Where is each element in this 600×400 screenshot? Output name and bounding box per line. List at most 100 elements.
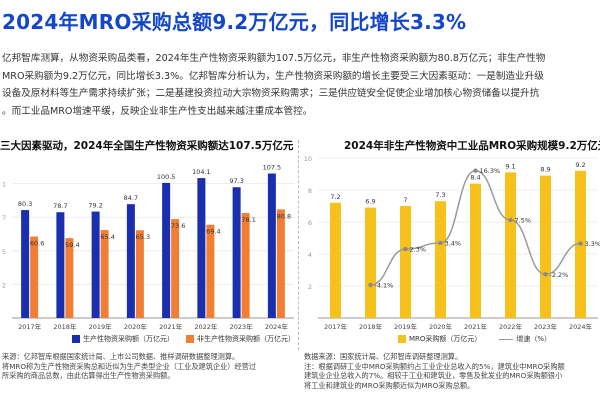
- x-tick-label: 2023年: [534, 322, 558, 331]
- growth-point: [543, 272, 548, 277]
- growth-label: 3.4%: [445, 239, 462, 247]
- data-label: 78.1: [241, 216, 255, 224]
- x-tick-label: 2019年: [89, 322, 113, 331]
- growth-point: [508, 217, 513, 223]
- bar-nonproduction: [65, 238, 74, 318]
- left-legend: 生产性物资采购额（万亿元） 非生产性物资采购额（万亿元）: [72, 334, 295, 344]
- x-tick-label: 2018年: [359, 322, 383, 331]
- bar-mro: [330, 202, 341, 318]
- data-label: 7.2: [330, 193, 340, 201]
- source-line: 将MRO称为生产性物资采购总和近似为生产类型企业（工业及建筑企业）经营过: [2, 361, 257, 371]
- data-label: 65.3: [136, 233, 150, 241]
- data-label: 9.1: [505, 162, 515, 170]
- bar-mro: [470, 183, 481, 318]
- bar-mro: [365, 207, 376, 318]
- data-label: 60.6: [30, 240, 44, 248]
- y-tick-label: 5: [2, 248, 6, 256]
- bar-mro: [540, 175, 551, 318]
- data-label: 7.3: [435, 191, 445, 199]
- paragraph-line: 亿邦智库测算，从物资采购品类看，2024年生产性物资采购额为107.5万亿元，非…: [2, 53, 546, 64]
- growth-label: 2.3%: [410, 246, 427, 254]
- x-tick-label: 2021年: [464, 322, 488, 331]
- growth-point: [473, 168, 478, 173]
- growth-label: -4.1%: [375, 281, 394, 289]
- bar-mro: [505, 172, 516, 318]
- right-legend: MRO采购额（万亿元） 增速（%）: [398, 334, 551, 344]
- data-label: 97.3: [229, 177, 243, 185]
- bar-production: [232, 187, 241, 318]
- bar-nonproduction: [100, 230, 109, 318]
- intro-paragraph: 亿邦智库测算，从物资采购品类看，2024年生产性物资采购额为107.5万亿元，非…: [2, 50, 600, 120]
- data-label: 100.5: [157, 173, 176, 181]
- growth-point: [438, 240, 443, 246]
- legend-label: 增速（%）: [516, 335, 552, 343]
- x-tick-label: 2022年: [194, 322, 218, 331]
- data-label: 79.2: [88, 202, 102, 210]
- data-label: 8.9: [540, 166, 550, 174]
- growth-point: [403, 246, 408, 252]
- y-tick-label: 10: [304, 155, 312, 163]
- bar-production: [126, 204, 135, 318]
- x-tick-label: 2019年: [394, 322, 418, 331]
- x-tick-label: 2020年: [429, 322, 453, 331]
- source-line: 注：根据调研工业中MRO采购额约占工业企业总收入的5%，建筑业中MRO采购额: [304, 361, 565, 371]
- left-chart-title: 三大因素驱动，2024年全国生产性物资采购额达107.5万亿元: [0, 140, 294, 152]
- bar-nonproduction: [171, 219, 180, 318]
- growth-label: 3.3%: [585, 240, 600, 248]
- growth-label: 16.3%: [480, 167, 501, 175]
- growth-label: 7.5%: [515, 217, 532, 225]
- bar-production: [91, 211, 100, 318]
- x-tick-label: 2018年: [53, 322, 77, 331]
- x-tick-label: 2020年: [124, 322, 148, 331]
- bar-production: [267, 173, 276, 318]
- growth-point: [368, 282, 373, 288]
- page-title: 2024年MRO采购总额9.2万亿元，同比增长3.3%: [2, 10, 467, 34]
- bar-mro: [435, 201, 446, 318]
- legend-swatch-yellow: [398, 335, 406, 343]
- data-label: 73.6: [171, 222, 185, 230]
- x-tick-label: 2024年: [265, 322, 289, 331]
- source-line: 数据来源：国家统计局、亿邦智库调研整理测算。: [304, 352, 463, 361]
- y-tick-label: 4: [308, 251, 312, 259]
- y-tick-label: 7: [2, 214, 6, 222]
- bar-nonproduction: [135, 230, 144, 318]
- legend-label: MRO采购额（万亿元）: [409, 335, 482, 343]
- x-tick-label: 2023年: [230, 322, 254, 331]
- y-tick-label: 6: [308, 219, 312, 227]
- y-tick-label: 2: [2, 281, 6, 289]
- bar-nonproduction: [30, 236, 39, 318]
- bar-production: [197, 178, 206, 318]
- data-label: 65.4: [100, 233, 114, 241]
- data-label: 69.4: [206, 228, 220, 236]
- data-label: 9.2: [575, 161, 585, 169]
- x-tick-label: 2021年: [159, 322, 183, 331]
- y-tick-label: 8: [308, 187, 312, 195]
- growth-point: [578, 241, 583, 246]
- data-label: 104.1: [192, 168, 211, 176]
- source-line: 来源：亿邦智库根据国家统计局、上市公司数据、推样调研数据整理测算。: [2, 352, 240, 361]
- source-line: 建筑业企业总收入的7%。相较于工业和建筑业，零售及批发业的MRO采购额很小: [304, 371, 563, 381]
- paragraph-line: MRO采购额为9.2万亿元，同比增长3.3%。亿邦智库分析认为，生产性物资采购额…: [2, 70, 544, 82]
- data-label: 84.7: [124, 194, 138, 202]
- bar-production: [21, 210, 30, 318]
- y-tick-label: 2: [308, 283, 312, 291]
- bar-nonproduction: [206, 224, 215, 318]
- paragraph-line: 。而工业品MRO增速平缓，反映企业非生产性支出越来越注重成本管控。: [2, 105, 313, 117]
- right-source-note: 数据来源：国家统计局、亿邦智库调研整理测算。 注：根据调研工业中MRO采购额约占…: [304, 352, 600, 390]
- legend-line-gray: [499, 338, 514, 340]
- bar-production: [162, 182, 171, 318]
- source-line: 所采购的商品总数，由此估算得出生产性物资采购额。: [2, 371, 175, 381]
- x-tick-label: 2024年: [569, 322, 593, 331]
- legend-swatch-blue: [72, 335, 80, 343]
- x-tick-label: 2017年: [324, 322, 348, 331]
- source-line: 将工业和建筑业的MRO采购额近似为MRO采购总额。: [304, 380, 475, 390]
- data-label: 78.7: [53, 202, 67, 210]
- bar-nonproduction: [241, 213, 250, 318]
- legend-label: 非生产性物资采购额（万亿元）: [197, 335, 295, 343]
- chart-divider: [298, 140, 299, 350]
- right-chart-title: 2024年非生产性物资中工业品MRO采购规模9.2万亿元: [344, 140, 600, 152]
- paragraph-line: 设备及原材料等生产需求持续扩张；二是基建投资拉动大宗物资采购需求；三是供应链安全…: [2, 88, 540, 99]
- data-label: 80.3: [18, 200, 32, 208]
- data-label: 8.4: [470, 174, 480, 182]
